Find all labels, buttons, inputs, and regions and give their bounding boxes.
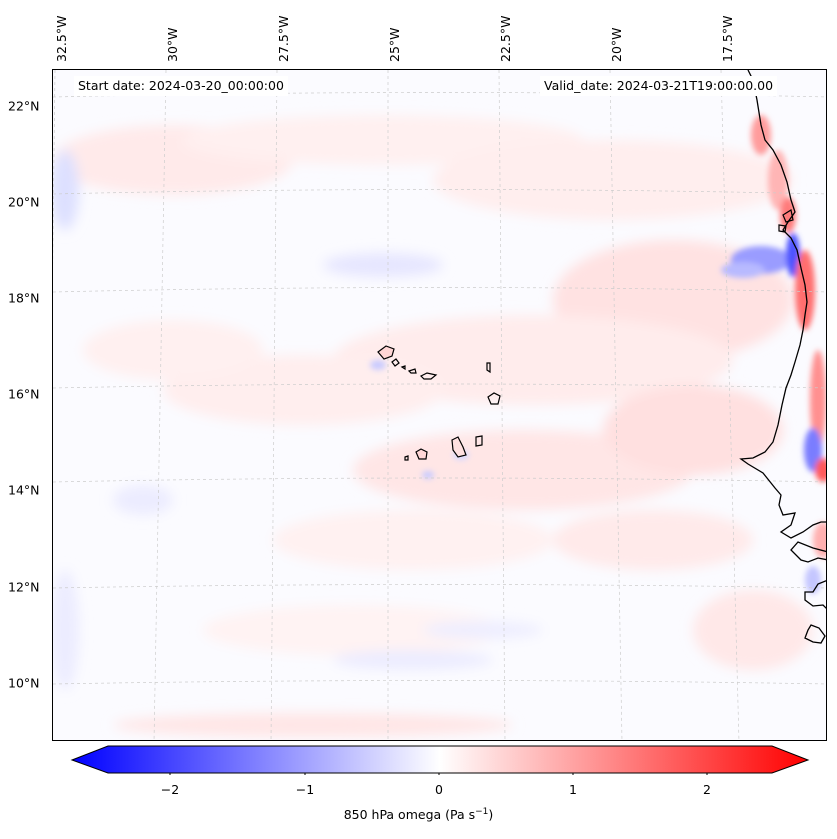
colorbar-tick-minus-1: −1: [295, 782, 315, 797]
graticule: [53, 70, 826, 740]
lon-label-17-5w: 17.5°W: [720, 15, 735, 62]
lon-label-32-5w: 32.5°W: [54, 15, 69, 62]
colorbar-tick-minus-2: −2: [160, 782, 180, 797]
colorbar-tick-1: 1: [569, 782, 577, 797]
colorbar-label-suffix: ): [488, 807, 494, 823]
lon-label-30w: 30°W: [165, 27, 180, 62]
start-date-label: Start date: 2024-03-20_00:00:00: [74, 76, 288, 96]
lon-label-22-5w: 22.5°W: [498, 15, 513, 62]
cape-verde-islands: [377, 345, 501, 461]
african-coastline: [739, 70, 826, 644]
lat-label-20n: 20°N: [8, 194, 40, 210]
colorbar-gradient: [70, 745, 810, 774]
lat-label-16n: 16°N: [8, 386, 40, 402]
map-canvas: [53, 70, 826, 740]
lat-label-12n: 12°N: [8, 579, 40, 595]
colorbar-label-prefix: 850 hPa omega (Pa s: [343, 807, 476, 823]
valid-date-label: Valid_date: 2024-03-21T19:00:00.00: [540, 76, 778, 96]
colorbar-tick-2: 2: [703, 782, 711, 797]
colorbar-label: 850 hPa omega (Pa s−1): [0, 807, 837, 822]
colorbar-label-exponent: −1: [475, 807, 489, 817]
lon-label-27-5w: 27.5°W: [276, 15, 291, 62]
colorbar-ticks: [169, 773, 708, 775]
coastal-islands: [778, 209, 794, 233]
colorbar-tick-0: 0: [435, 782, 443, 797]
lon-label-25w: 25°W: [387, 27, 402, 62]
lat-label-18n: 18°N: [8, 290, 40, 306]
omega-map[interactable]: [52, 69, 827, 741]
colorbar: [70, 745, 810, 775]
omega-field: [53, 115, 813, 737]
lon-label-20w: 20°W: [609, 27, 624, 62]
lat-label-14n: 14°N: [8, 482, 40, 498]
lat-label-22n: 22°N: [8, 98, 40, 114]
lat-label-10n: 10°N: [8, 675, 40, 691]
